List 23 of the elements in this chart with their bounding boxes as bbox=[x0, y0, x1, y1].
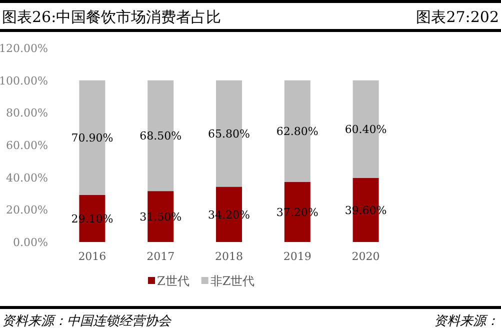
text: 资料来源：中国连锁经营协会 bbox=[2, 314, 172, 329]
legend-label: 非Z世代 bbox=[210, 274, 255, 288]
legend-label: Z世代 bbox=[157, 274, 190, 288]
y-tick-label: 40.00% bbox=[6, 171, 48, 184]
text: 图表27:202 bbox=[416, 8, 499, 26]
y-tick-label: 0.00% bbox=[13, 236, 48, 249]
x-tick-label: 2016 bbox=[78, 250, 106, 263]
data-label: 68.50% bbox=[140, 130, 182, 143]
data-label: 60.40% bbox=[344, 123, 387, 136]
text: 资料来源： bbox=[434, 314, 499, 329]
y-tick-label: 100.00% bbox=[0, 74, 48, 88]
y-tick-label: 20.00% bbox=[6, 204, 48, 217]
y-tick-label: 80.00% bbox=[6, 106, 48, 120]
x-tick-label: 2018 bbox=[215, 250, 243, 263]
y-tick-label: 120.00% bbox=[0, 42, 48, 55]
y-tick-label: 60.00% bbox=[6, 139, 48, 152]
x-tick-label: 2017 bbox=[146, 250, 175, 263]
data-label: 65.80% bbox=[208, 128, 250, 141]
x-tick-label: 2020 bbox=[352, 250, 380, 263]
chart-title: 图表26:中国餐饮市场消费者占比 bbox=[2, 8, 222, 26]
data-label: 70.90% bbox=[71, 132, 114, 145]
x-tick-label: 2019 bbox=[283, 250, 312, 263]
data-label: 62.80% bbox=[276, 125, 318, 138]
